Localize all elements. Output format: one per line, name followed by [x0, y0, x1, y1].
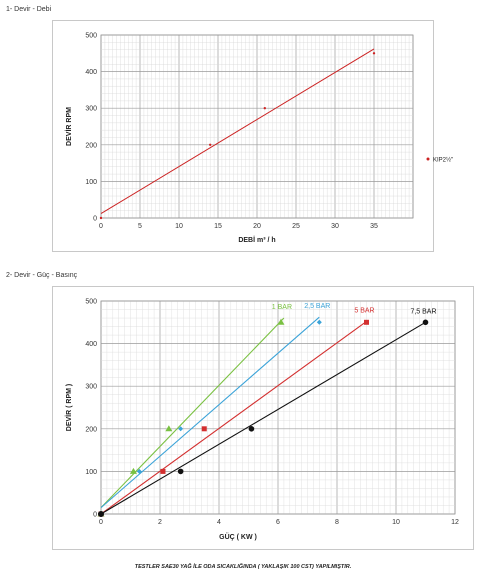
- data-point: [209, 143, 212, 146]
- y-tick-label: 0: [93, 512, 97, 519]
- data-point: [277, 318, 285, 325]
- series-label: 5 BAR: [354, 307, 374, 314]
- y-tick-label: 400: [85, 69, 97, 76]
- legend: KIP2½": [426, 157, 453, 164]
- x-axis-title: GÜÇ ( KW ): [219, 532, 257, 541]
- y-tick-label: 0: [93, 216, 97, 223]
- y-tick-label: 100: [85, 469, 97, 476]
- data-point: [372, 52, 376, 55]
- series-trendline: [100, 321, 367, 515]
- x-axis-title: DEBİ m³ / h: [238, 236, 275, 244]
- y-tick-label: 400: [85, 341, 97, 348]
- data-point: [177, 468, 184, 475]
- x-tick-label: 12: [451, 519, 459, 526]
- series-trendline: [100, 317, 285, 508]
- x-tick-label: 5: [138, 223, 142, 230]
- data-point: [248, 426, 255, 432]
- x-tick-label: 0: [99, 223, 103, 230]
- data-point: [165, 425, 173, 432]
- data-point: [263, 107, 266, 110]
- y-tick-label: 500: [85, 299, 97, 306]
- x-tick-label: 20: [253, 223, 261, 230]
- test-conditions-footnote: TESTLER SAE30 YAĞ İLE ODA SICAKLIĞINDA (…: [134, 564, 352, 570]
- chart-devir-debi-svg: 0 100 200 300 400 500 0 5 10 15 20 25 30 35 DEBİ m³ / …: [65, 33, 414, 244]
- x-tick-label: 6: [276, 519, 280, 526]
- y-tick-label: 500: [85, 33, 97, 40]
- series-trendline: [100, 48, 375, 215]
- data-point: [136, 468, 142, 474]
- y-tick-label: 300: [85, 106, 97, 113]
- data-point: [201, 426, 207, 432]
- data-point: [160, 468, 166, 474]
- x-tick-label: 2: [158, 519, 162, 526]
- x-tick-label: 10: [175, 223, 183, 230]
- y-tick-label: 300: [85, 384, 97, 391]
- y-axis-title: DEVİR RPM: [65, 107, 73, 146]
- x-tick-label: 4: [217, 519, 221, 526]
- x-tick-label: 30: [331, 223, 339, 230]
- series-label: 2,5 BAR: [304, 303, 330, 310]
- data-point: [422, 319, 429, 326]
- data-point: [99, 216, 103, 220]
- data-point: [178, 426, 184, 432]
- x-tick-label: 35: [370, 223, 378, 230]
- x-tick-label: 0: [99, 519, 103, 526]
- chart-devir-guc-basinc: 0 100 200 300 400 500 0 2 4 6 8 10 12 GÜÇ ( KW ) DEVİR…: [52, 286, 474, 550]
- chart-devir-debi: 0 100 200 300 400 500 0 5 10 15 20 25 30 35 DEBİ m³ / …: [52, 20, 434, 252]
- x-tick-label: 10: [392, 519, 400, 526]
- data-point: [316, 319, 322, 325]
- y-tick-label: 200: [85, 426, 97, 433]
- data-point: [129, 467, 137, 474]
- section-title-devir-debi: 1- Devir - Debi: [6, 6, 52, 13]
- chart-devir-guc-basinc-svg: 0 100 200 300 400 500 0 2 4 6 8 10 12 GÜÇ ( KW ) DEVİR…: [65, 299, 459, 542]
- y-tick-label: 100: [85, 179, 97, 186]
- series-trendline: [100, 316, 320, 509]
- series-trendline: [100, 321, 426, 515]
- series-label: 1 BAR: [272, 304, 292, 311]
- y-axis-title: DEVİR ( RPM ): [65, 384, 73, 431]
- y-tick-label: 200: [85, 142, 97, 149]
- data-point: [364, 319, 369, 325]
- series-label: 7,5 BAR: [410, 308, 436, 315]
- x-tick-label: 8: [335, 519, 339, 526]
- origin-point: [98, 511, 104, 517]
- legend-label: KIP2½": [433, 157, 453, 164]
- legend-marker: [426, 157, 430, 161]
- x-tick-label: 25: [292, 223, 300, 230]
- x-tick-label: 15: [214, 223, 222, 230]
- section-title-devir-guc-basinc: 2- Devir - Güç - Basınç: [6, 272, 78, 279]
